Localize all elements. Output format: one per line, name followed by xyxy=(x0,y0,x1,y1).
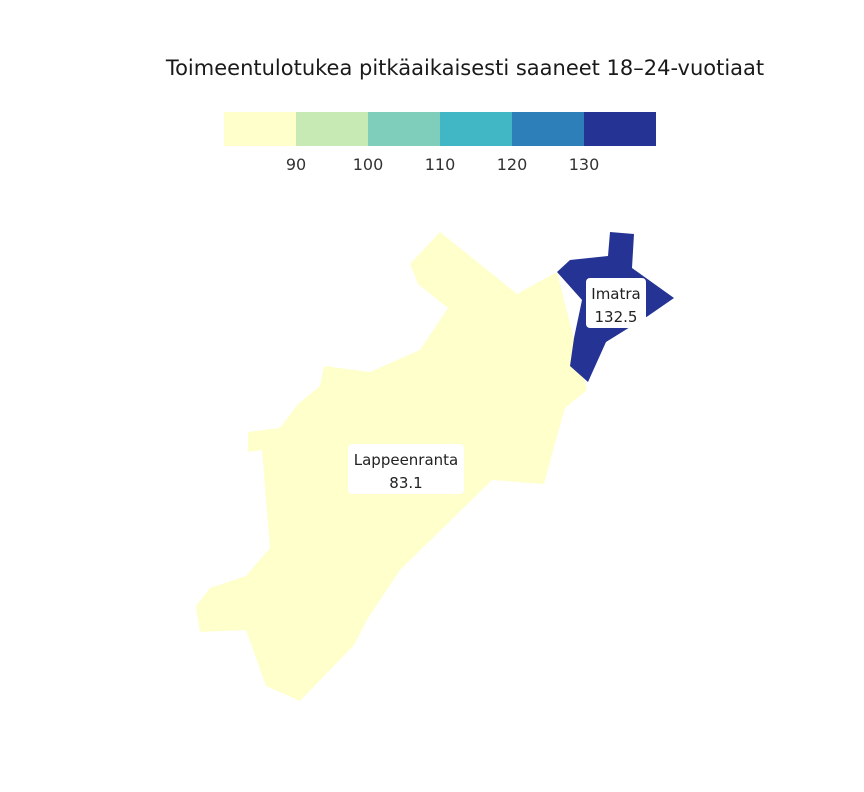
legend-tick-label: 130 xyxy=(569,155,600,174)
legend-tick-label: 100 xyxy=(353,155,384,174)
region-value: 83.1 xyxy=(389,474,422,492)
legend-swatch-5 xyxy=(512,112,584,146)
region-name: Lappeenranta xyxy=(354,451,459,469)
region-label-lappeenranta: Lappeenranta 83.1 xyxy=(348,444,464,494)
region-label-imatra: Imatra 132.5 xyxy=(586,278,646,328)
legend-swatch-1 xyxy=(224,112,296,146)
legend-tick-label: 110 xyxy=(425,155,456,174)
legend-swatch-2 xyxy=(296,112,368,146)
region-name: Imatra xyxy=(591,285,640,303)
legend-tick-label: 90 xyxy=(286,155,306,174)
legend-tick-label: 120 xyxy=(497,155,528,174)
legend: 90 100 110 120 130 xyxy=(224,112,656,174)
region-value: 132.5 xyxy=(595,308,638,326)
legend-swatch-6 xyxy=(584,112,656,146)
legend-swatch-3 xyxy=(368,112,440,146)
map-title: Toimeentulotukea pitkäaikaisesti saaneet… xyxy=(165,56,765,80)
legend-swatch-4 xyxy=(440,112,512,146)
